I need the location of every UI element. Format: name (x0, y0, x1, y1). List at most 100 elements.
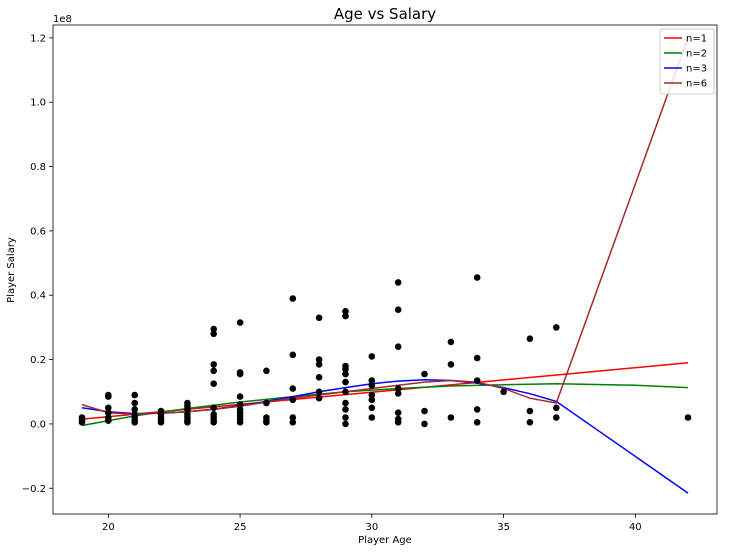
data-point (78, 419, 86, 426)
data-point (368, 414, 376, 421)
data-point (210, 367, 217, 375)
data-point (553, 404, 560, 412)
data-point (184, 419, 191, 426)
data-point (342, 365, 349, 373)
data-point (210, 361, 217, 368)
data-point (342, 312, 349, 320)
data-point (553, 324, 560, 331)
data-point (421, 420, 428, 428)
x-axis: 20 25 30 35 40 (102, 514, 642, 533)
data-point (236, 419, 244, 426)
legend-label: n=6 (686, 79, 707, 90)
y-axis-label: Player Salary (6, 237, 17, 303)
data-point (394, 343, 402, 351)
y-tick-label: 0.4 (30, 291, 46, 302)
data-point (684, 414, 692, 421)
y-offset-label: 1e8 (53, 14, 72, 25)
data-point (105, 409, 112, 417)
y-tick-label: −0.2 (22, 484, 46, 495)
y-tick-label: 0.6 (30, 226, 46, 237)
y-tick-label: 0.0 (30, 419, 46, 430)
data-point (394, 306, 402, 314)
x-tick-label: 20 (102, 522, 115, 533)
series-line-n=2 (81, 382, 689, 427)
data-point (394, 390, 402, 397)
data-point (394, 409, 402, 417)
data-point (368, 353, 376, 360)
data-point (473, 377, 481, 384)
data-point (210, 325, 217, 333)
data-point (447, 414, 455, 421)
data-point (342, 399, 349, 407)
data-point (342, 388, 349, 396)
y-tick-label: 0.8 (30, 162, 46, 173)
data-point (315, 356, 323, 363)
data-point (236, 319, 244, 326)
data-point (315, 314, 323, 322)
x-tick-label: 35 (497, 522, 510, 533)
data-point (473, 406, 481, 413)
data-point (500, 388, 507, 396)
data-point (342, 308, 349, 315)
data-point (526, 335, 534, 343)
data-point (473, 419, 481, 426)
scatter-points (78, 274, 692, 428)
series-lines (81, 37, 689, 494)
data-point (447, 338, 455, 346)
legend-label: n=3 (686, 64, 707, 75)
data-point (289, 295, 297, 302)
legend-label: n=1 (686, 34, 707, 45)
x-tick-label: 40 (629, 522, 642, 533)
data-point (342, 420, 349, 428)
data-point (131, 399, 138, 407)
data-point (236, 393, 244, 400)
data-point (368, 391, 376, 399)
data-point (315, 374, 323, 381)
legend-box (659, 28, 715, 95)
data-point (394, 419, 402, 426)
chart-title: Age vs Salary (334, 5, 436, 23)
data-point (421, 407, 428, 415)
legend: n=1 n=2 n=3 n=6 (659, 28, 715, 95)
data-point (289, 396, 297, 404)
data-point (289, 385, 297, 392)
data-point (105, 393, 112, 400)
data-point (394, 385, 402, 392)
data-point (526, 419, 534, 426)
data-point (342, 370, 349, 378)
data-point (368, 396, 376, 404)
y-axis: −0.2 0.0 0.2 0.4 0.6 0.8 1.0 1.2 (22, 33, 53, 495)
data-point (131, 391, 138, 399)
data-point (157, 419, 165, 426)
data-point (553, 414, 560, 421)
x-tick-label: 25 (234, 522, 247, 533)
data-point (263, 399, 270, 407)
data-point (342, 406, 349, 413)
series-line-n=6 (81, 37, 689, 416)
data-point (289, 414, 297, 421)
data-point (105, 417, 112, 425)
data-point (315, 361, 323, 368)
series-line-n=3 (81, 379, 689, 494)
data-point (368, 377, 376, 384)
data-point (368, 382, 376, 389)
data-point (105, 404, 112, 412)
data-point (473, 354, 481, 362)
data-point (210, 404, 217, 412)
plot-frame (52, 24, 718, 515)
y-tick-label: 1.0 (30, 98, 46, 109)
data-point (315, 394, 323, 402)
data-point (289, 351, 297, 359)
data-point (394, 279, 402, 286)
data-point (210, 330, 217, 338)
data-point (421, 370, 428, 378)
data-point (263, 419, 270, 426)
data-point (342, 378, 349, 386)
x-tick-label: 30 (365, 522, 378, 533)
data-point (447, 361, 455, 368)
data-point (236, 370, 244, 378)
data-point (210, 419, 217, 426)
y-tick-label: 0.2 (30, 355, 46, 366)
data-point (210, 380, 217, 388)
